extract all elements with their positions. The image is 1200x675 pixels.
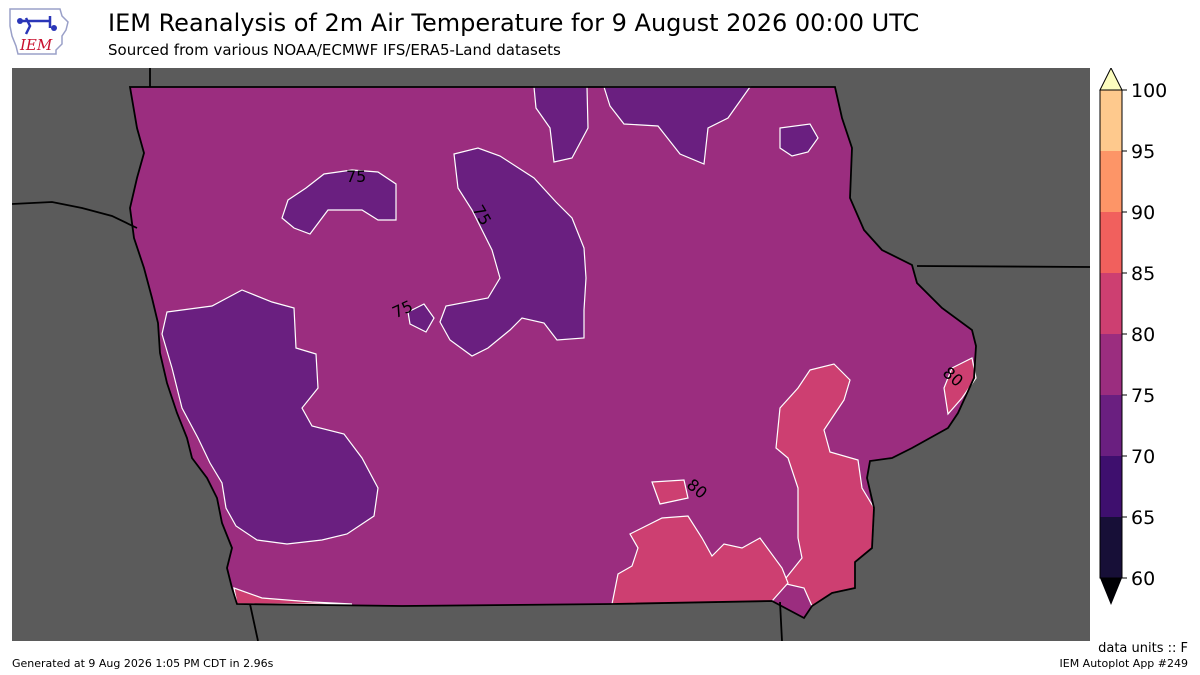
logo-text: IEM — [19, 36, 53, 54]
colorbar-tick-label: 75 — [1131, 385, 1155, 407]
colorbar-segment-95-100 — [1100, 90, 1122, 151]
data-units-label: data units :: F — [1098, 641, 1188, 656]
state-border-wi-il — [916, 265, 1090, 268]
colorbar-segment-65-70 — [1100, 456, 1122, 517]
colorbar-bottom-extension — [1100, 578, 1122, 605]
region-80-85-east — [943, 357, 977, 416]
map-title: IEM Reanalysis of 2m Air Temperature for… — [108, 9, 920, 37]
colorbar: 100 95 90 85 80 75 70 65 60 — [1099, 68, 1167, 605]
colorbar-top-extension — [1099, 68, 1123, 91]
iowa-outline-icon — [9, 8, 69, 55]
app-credit: IEM Autoplot App #249 — [1059, 657, 1189, 670]
region-70-75-nw-dot — [407, 303, 435, 333]
region-80-85-small — [651, 479, 689, 505]
colorbar-segment-80-85 — [1100, 273, 1122, 334]
colorbar-tick-label: 100 — [1131, 80, 1167, 102]
colorbar-segment-60-65 — [1100, 517, 1122, 578]
state-border-ne — [12, 201, 138, 229]
region-70-75-west — [161, 289, 379, 545]
region-70-75-north3 — [603, 86, 752, 165]
colorbar-tick-label: 70 — [1131, 446, 1155, 468]
colorbar-tick-label: 80 — [1131, 324, 1155, 346]
contour-label: 75 — [346, 167, 366, 186]
colorbar-segment-90-95 — [1100, 151, 1122, 212]
iowa-border — [128, 86, 977, 620]
colorbar-segment-75-80 — [1100, 334, 1122, 395]
colorbar-tick-label: 85 — [1131, 263, 1155, 285]
colorbar-segment-85-90 — [1100, 212, 1122, 273]
region-70-75-north2 — [533, 86, 589, 163]
generated-timestamp: Generated at 9 Aug 2026 1:05 PM CDT in 2… — [12, 657, 274, 670]
colorbar-tick-label: 65 — [1131, 507, 1155, 529]
colorbar-tick-label: 95 — [1131, 141, 1155, 163]
region-70-75-north1 — [281, 169, 397, 235]
region-70-75-center — [439, 147, 587, 357]
state-border-mo — [249, 601, 783, 641]
region-70-75-ne — [779, 123, 819, 157]
iem-logo: IEM — [9, 8, 69, 55]
temperature-map: 75 75 75 80 80 — [12, 68, 1090, 641]
colorbar-tick-label: 60 — [1131, 568, 1155, 590]
map-subtitle: Sourced from various NOAA/ECMWF IFS/ERA5… — [108, 41, 561, 59]
region-80-85-south — [611, 515, 789, 605]
colorbar-tick-label: 90 — [1131, 202, 1155, 224]
colorbar-segment-70-75 — [1100, 395, 1122, 456]
